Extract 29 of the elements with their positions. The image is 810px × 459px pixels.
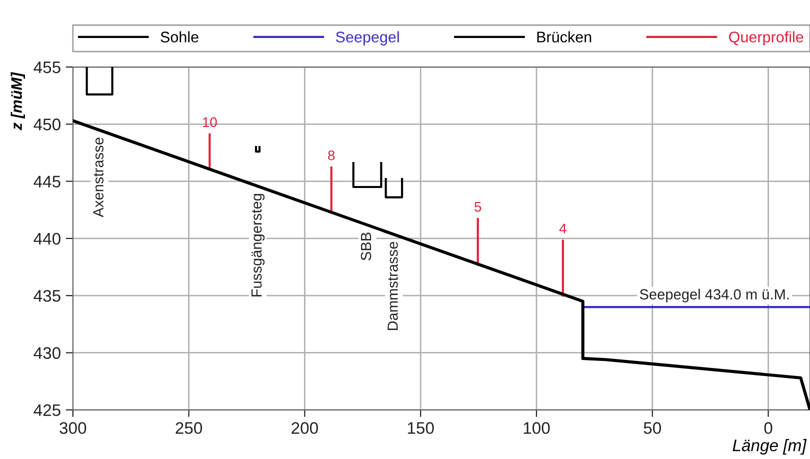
annotation: 4 <box>559 224 566 234</box>
x-tick-label: 200 <box>292 422 318 434</box>
y-tick-label: 455 <box>34 62 60 74</box>
y-tick-label: 440 <box>34 232 60 245</box>
annotation: Dammstrasse <box>388 242 398 330</box>
annotation: 8 <box>328 150 335 160</box>
annotation: SBB <box>360 232 372 260</box>
x-tick-label: 300 <box>60 422 86 434</box>
x-tick-label: 0 <box>764 422 772 434</box>
y-tick-label: 450 <box>34 118 60 130</box>
legend-label: Querprofile <box>729 31 804 46</box>
x-tick-label: 100 <box>524 422 550 434</box>
x-tick-label: 50 <box>644 422 661 434</box>
annotation: 5 <box>474 202 482 212</box>
annotation: Fussgängersteg <box>251 194 265 296</box>
x-tick-label: 250 <box>176 422 202 434</box>
annotation: Axenstrasse <box>93 138 104 218</box>
y-tick-label: 445 <box>34 176 60 188</box>
y-tick-label: 425 <box>34 404 60 416</box>
legend-label: Brücken <box>537 31 592 42</box>
y-axis-title: z [müM] <box>10 72 25 130</box>
legend-label: Seepegel <box>336 31 399 46</box>
x-axis-title: Länge [m] <box>732 439 807 455</box>
y-tick-label: 435 <box>34 290 60 302</box>
annotation: Seepegel 434.0 m ü.M. <box>640 288 789 302</box>
x-tick-label: 150 <box>408 422 434 434</box>
legend-label: Sohle <box>160 31 198 42</box>
y-tick-label: 430 <box>34 347 60 359</box>
annotation: 10 <box>202 117 217 128</box>
